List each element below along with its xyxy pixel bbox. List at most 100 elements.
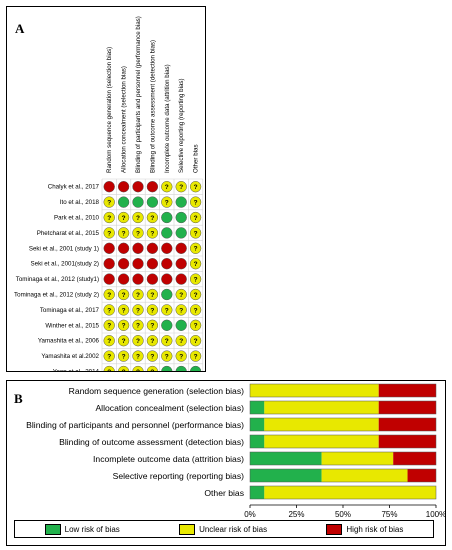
judgement-symbol: ? bbox=[150, 292, 154, 299]
judgement-unclear bbox=[132, 304, 144, 316]
judgement-high bbox=[132, 181, 144, 193]
study-label: Winther et al., 2015 bbox=[45, 322, 99, 329]
legend-label-low: Low risk of bias bbox=[64, 524, 120, 534]
category-label: Blinding of outcome assessment (detectio… bbox=[59, 437, 244, 447]
judgement-low bbox=[175, 227, 187, 239]
bar-segment bbox=[250, 435, 265, 448]
bar-segment bbox=[393, 452, 436, 465]
judgement-symbol: ? bbox=[136, 369, 140, 371]
legend: Low risk of bias Unclear risk of bias Hi… bbox=[14, 520, 434, 538]
judgement-symbol: ? bbox=[150, 307, 154, 314]
judgement-high bbox=[161, 258, 173, 270]
judgement-symbol: ? bbox=[194, 338, 198, 345]
judgement-unclear bbox=[161, 335, 173, 347]
judgement-symbol: ? bbox=[194, 230, 198, 237]
judgement-unclear bbox=[132, 350, 144, 362]
judgement-symbol: ? bbox=[194, 354, 198, 361]
legend-swatch-low bbox=[44, 523, 61, 535]
judgement-unclear bbox=[117, 350, 130, 362]
bar-segment bbox=[250, 452, 322, 465]
judgement-unclear bbox=[146, 227, 159, 239]
judgement-symbol: ? bbox=[122, 230, 126, 237]
judgement-unclear bbox=[103, 350, 115, 362]
judgement-symbol: ? bbox=[194, 215, 198, 222]
judgement-unclear bbox=[103, 335, 115, 347]
judgement-unclear bbox=[146, 211, 159, 224]
judgement-symbol: ? bbox=[150, 215, 154, 222]
judgement-symbol: ? bbox=[150, 354, 154, 361]
bar-outline bbox=[249, 468, 437, 483]
bar-outline bbox=[249, 383, 437, 398]
judgement-unclear bbox=[175, 181, 187, 193]
judgement-low bbox=[161, 227, 173, 239]
judgement-unclear bbox=[189, 335, 202, 347]
judgement-unclear bbox=[189, 242, 202, 254]
judgement-unclear bbox=[189, 211, 202, 224]
judgement-symbol: ? bbox=[150, 338, 154, 345]
legend-item-low: Low risk of bias bbox=[44, 523, 120, 535]
judgement-low bbox=[175, 365, 187, 378]
judgement-unclear bbox=[189, 258, 202, 270]
judgement-symbol: ? bbox=[165, 338, 169, 345]
judgement-symbol: ? bbox=[179, 307, 183, 314]
judgement-symbol: ? bbox=[107, 323, 111, 330]
bar-outline bbox=[249, 417, 437, 432]
legend-item-high: High risk of bias bbox=[326, 523, 403, 535]
judgement-low bbox=[161, 365, 173, 378]
judgement-high bbox=[103, 181, 115, 193]
bar-segment bbox=[321, 452, 394, 465]
judgement-unclear bbox=[103, 319, 115, 331]
judgement-symbol: ? bbox=[122, 292, 126, 299]
judgement-high bbox=[175, 258, 187, 270]
judgement-symbol: ? bbox=[107, 230, 111, 237]
judgement-symbol: ? bbox=[136, 354, 140, 361]
judgement-low bbox=[175, 319, 187, 331]
study-label: Yamashita et al.2002 bbox=[41, 353, 99, 360]
judgement-symbol: ? bbox=[194, 246, 198, 253]
judgement-unclear bbox=[103, 304, 115, 316]
category-label: Random sequence generation (selection bi… bbox=[69, 386, 244, 396]
judgement-low bbox=[161, 211, 173, 224]
judgement-symbol: ? bbox=[136, 215, 140, 222]
judgement-symbol: ? bbox=[165, 200, 169, 207]
judgement-high bbox=[146, 273, 159, 285]
judgement-low bbox=[189, 365, 202, 378]
judgement-unclear bbox=[132, 335, 144, 347]
x-tick-label: 100% bbox=[426, 510, 446, 519]
judgement-symbol: ? bbox=[150, 323, 154, 330]
category-label: Blinding of participants and personnel (… bbox=[26, 420, 244, 430]
judgement-unclear bbox=[189, 196, 202, 208]
legend-swatch-unclear bbox=[179, 523, 196, 535]
judgement-symbol: ? bbox=[194, 307, 198, 314]
judgement-high bbox=[161, 273, 173, 285]
judgement-unclear bbox=[132, 288, 144, 301]
judgement-symbol: ? bbox=[107, 292, 111, 299]
study-label: Phetcharat et al., 2015 bbox=[37, 230, 100, 237]
judgement-unclear bbox=[175, 335, 187, 347]
judgement-symbol: ? bbox=[165, 307, 169, 314]
legend-swatch-high bbox=[326, 523, 343, 535]
column-header: Blinding of outcome assessment (detectio… bbox=[149, 40, 156, 173]
judgement-low bbox=[161, 288, 173, 301]
judgement-symbol: ? bbox=[107, 200, 111, 207]
judgement-high bbox=[117, 242, 130, 254]
judgement-symbol: ? bbox=[165, 354, 169, 361]
category-label: Incomplete outcome data (attrition bias) bbox=[93, 454, 244, 464]
bar-segment bbox=[378, 401, 436, 414]
column-header: Allocation concealment (selection bias) bbox=[121, 66, 128, 173]
judgement-high bbox=[146, 258, 159, 270]
judgement-unclear bbox=[117, 335, 130, 347]
judgement-symbol: ? bbox=[194, 184, 198, 191]
study-label: Park et al., 2010 bbox=[54, 215, 100, 222]
judgement-low bbox=[175, 211, 187, 224]
judgement-unclear bbox=[161, 181, 173, 193]
judgement-unclear bbox=[117, 304, 130, 316]
judgement-unclear bbox=[117, 319, 130, 331]
bar-outline bbox=[249, 400, 437, 415]
judgement-high bbox=[132, 258, 144, 270]
bar-segment bbox=[250, 486, 265, 499]
judgement-unclear bbox=[189, 319, 202, 331]
judgement-unclear bbox=[175, 288, 187, 301]
bar-outline bbox=[249, 451, 437, 466]
judgement-high bbox=[132, 242, 144, 254]
